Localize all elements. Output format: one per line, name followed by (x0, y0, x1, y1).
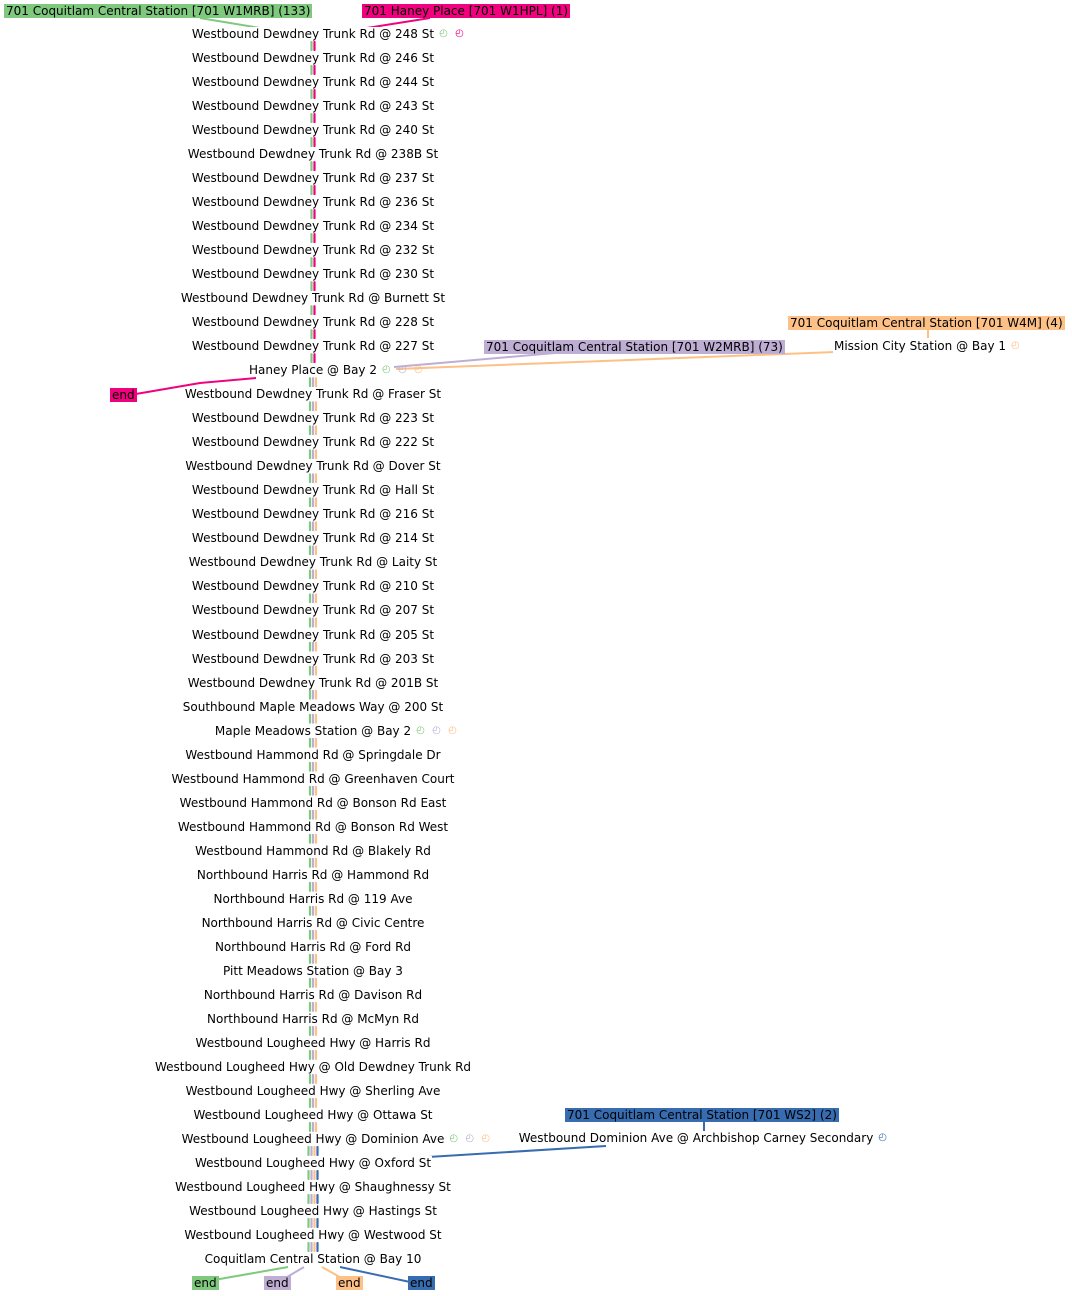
clock-icon: ◴ (1011, 340, 1020, 351)
stop-label: Westbound Dewdney Trunk Rd @ 238B St (186, 147, 440, 162)
route-tag-ws2: 701 Coquitlam Central Station [701 WS2] … (565, 1108, 839, 1122)
end-tag-w1hpl: end (110, 388, 137, 402)
stop-label: Maple Meadows Station @ Bay 2 (213, 723, 413, 738)
stop-label: Westbound Dewdney Trunk Rd @ 234 St (190, 219, 436, 234)
clock-icon: ◴ (381, 364, 391, 376)
stop-label: Northbound Harris Rd @ Davison Rd (202, 987, 424, 1002)
stop-label: Westbound Hammond Rd @ Blakely Rd (194, 843, 432, 858)
stop-label: Westbound Dewdney Trunk Rd @ 248 St (190, 27, 436, 41)
stop-label: Westbound Dewdney Trunk Rd @ Dover St (184, 459, 442, 474)
stop-label: Westbound Dewdney Trunk Rd @ 203 St (190, 651, 436, 666)
end-tag-ws2: end (408, 1276, 435, 1290)
end-tag-w1mrb: end (192, 1276, 219, 1290)
stop-label: Westbound Lougheed Hwy @ Oxford St (193, 1155, 433, 1170)
stop-label: Northbound Harris Rd @ Hammond Rd (195, 867, 431, 882)
stop-label: Westbound Dewdney Trunk Rd @ 246 St (190, 51, 436, 66)
stop-label: Westbound Hammond Rd @ Bonson Rd East (178, 795, 448, 810)
stop-label: Westbound Dewdney Trunk Rd @ 237 St (190, 171, 436, 186)
stop-label: Northbound Harris Rd @ McMyn Rd (206, 1011, 420, 1026)
stop-label: Northbound Harris Rd @ 119 Ave (212, 891, 414, 906)
stop-label: Westbound Dewdney Trunk Rd @ 222 St (190, 435, 436, 450)
clock-icon: ◴ (878, 1132, 888, 1143)
stop-label: Westbound Lougheed Hwy @ Shaughnessy St (174, 1179, 452, 1194)
stop-label: Westbound Dewdney Trunk Rd @ 236 St (190, 195, 436, 210)
clock-icon: ◴ (448, 724, 457, 736)
stop-label: Westbound Dewdney Trunk Rd @ 216 St (190, 507, 436, 522)
route-tag-w1hpl: 701 Haney Place [701 W1HPL] (1) (362, 4, 571, 18)
stop-label: Coquitlam Central Station @ Bay 10 (203, 1252, 423, 1267)
route-tag-w2mrb: 701 Coquitlam Central Station [701 W2MRB… (484, 340, 785, 354)
side-stop-label: Westbound Dominion Ave @ Archbishop Carn… (517, 1131, 875, 1145)
route-connector-ws2-end (339, 1266, 411, 1283)
stop-label: Westbound Dewdney Trunk Rd @ Fraser St (183, 387, 443, 402)
stop-label: Pitt Meadows Station @ Bay 3 (222, 963, 404, 978)
clock-icon: ◴ (455, 28, 464, 39)
stop-label: Southbound Maple Meadows Way @ 200 St (181, 699, 445, 714)
stop-label: Northbound Harris Rd @ Civic Centre (200, 915, 426, 930)
stop-label: Westbound Dewdney Trunk Rd @ 230 St (190, 267, 436, 282)
side-stop-label: Mission City Station @ Bay 1 (832, 339, 1008, 353)
clock-icon: ◴ (432, 724, 441, 736)
stop-label: Westbound Dewdney Trunk Rd @ 207 St (190, 603, 436, 618)
stop-label: Westbound Dewdney Trunk Rd @ Burnett St (179, 291, 447, 306)
clock-icon: ◴ (413, 364, 423, 376)
clock-icon: ◴ (416, 724, 425, 736)
stop-label: Westbound Dewdney Trunk Rd @ Laity St (187, 555, 439, 570)
stop-label: Westbound Hammond Rd @ Springdale Dr (184, 747, 442, 762)
stop-label: Westbound Lougheed Hwy @ Westwood St (183, 1228, 443, 1242)
stop-label: Northbound Harris Rd @ Ford Rd (213, 939, 413, 954)
stop-label: Westbound Dewdney Trunk Rd @ 201B St (186, 675, 440, 690)
stop-label: Westbound Lougheed Hwy @ Sherling Ave (184, 1083, 442, 1098)
stop-label: Westbound Lougheed Hwy @ Old Dewdney Tru… (153, 1059, 473, 1074)
stop-label: Westbound Dewdney Trunk Rd @ Hall St (190, 483, 436, 498)
stop-label: Westbound Lougheed Hwy @ Ottawa St (192, 1107, 434, 1122)
clock-icon: ◴ (397, 364, 407, 376)
stop-label: Westbound Dewdney Trunk Rd @ 240 St (190, 123, 436, 138)
stop-label: Westbound Lougheed Hwy @ Dominion Ave (180, 1131, 446, 1146)
stop-label: Westbound Dewdney Trunk Rd @ 228 St (190, 315, 436, 330)
route-connector-w1mrb-end (213, 1266, 289, 1281)
clock-icon: ◴ (439, 28, 448, 39)
route-tag-w4m: 701 Coquitlam Central Station [701 W4M] … (788, 316, 1065, 330)
stop-label: Westbound Hammond Rd @ Greenhaven Court (170, 771, 456, 786)
stop-label: Westbound Lougheed Hwy @ Hastings St (188, 1203, 438, 1218)
stop-label: Westbound Dewdney Trunk Rd @ 243 St (190, 99, 436, 114)
end-tag-w4m: end (336, 1276, 363, 1290)
route-connector-ws2-start (411, 1145, 607, 1159)
stop-label: Westbound Dewdney Trunk Rd @ 244 St (190, 75, 436, 90)
stop-label: Westbound Dewdney Trunk Rd @ 210 St (190, 579, 436, 594)
stop-label: Westbound Dewdney Trunk Rd @ 223 St (190, 411, 436, 426)
stop-label: Westbound Lougheed Hwy @ Harris Rd (194, 1035, 432, 1050)
route-tag-w1mrb: 701 Coquitlam Central Station [701 W1MRB… (4, 4, 313, 18)
clock-icon: ◴ (481, 1132, 491, 1144)
route-connector-w2mrb-start (393, 352, 556, 368)
stop-label: Westbound Dewdney Trunk Rd @ 214 St (190, 531, 436, 546)
route-connector-w1hpl-end (129, 377, 257, 396)
stop-label: Westbound Hammond Rd @ Bonson Rd West (176, 819, 450, 834)
stop-label: Haney Place @ Bay 2 (248, 363, 378, 378)
route-connector-w4m-start (395, 351, 836, 370)
stop-label: Westbound Dewdney Trunk Rd @ 227 St (190, 339, 436, 354)
stop-label: Westbound Dewdney Trunk Rd @ 232 St (190, 243, 436, 258)
clock-icon: ◴ (449, 1132, 459, 1144)
end-tag-w2mrb: end (264, 1276, 291, 1290)
clock-icon: ◴ (465, 1132, 475, 1144)
stop-label: Westbound Dewdney Trunk Rd @ 205 St (190, 627, 436, 642)
